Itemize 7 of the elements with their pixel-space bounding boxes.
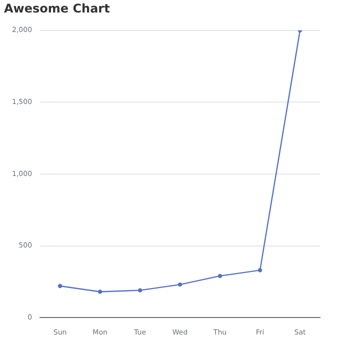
point	[98, 290, 102, 294]
point	[58, 284, 62, 288]
point	[218, 274, 222, 278]
point	[138, 288, 142, 292]
point	[178, 282, 182, 287]
chart-title: Awesome Chart	[4, 1, 110, 16]
point	[258, 268, 262, 272]
